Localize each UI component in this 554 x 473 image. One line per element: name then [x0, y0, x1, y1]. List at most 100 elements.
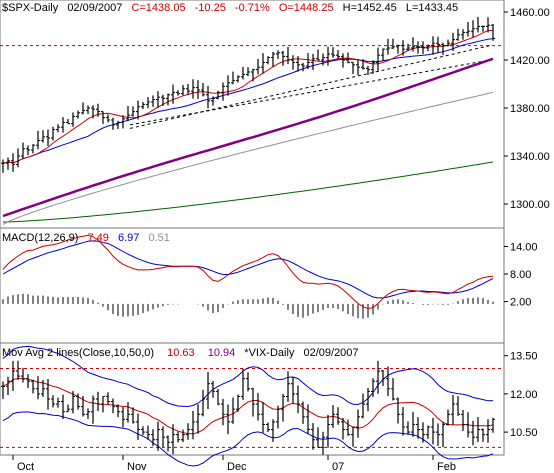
spx-bar	[446, 39, 450, 47]
vix-bar	[221, 398, 225, 426]
spx-bar	[316, 49, 320, 61]
vix-bar	[296, 385, 300, 414]
spx-bar	[301, 62, 305, 72]
change-label: -10.25	[195, 2, 226, 14]
ma-green-line	[2, 161, 494, 223]
vix-bar	[226, 404, 230, 435]
vix-bar	[336, 407, 340, 425]
vix-envelope-lower	[2, 411, 494, 467]
pct-label: -0.71%	[235, 2, 270, 14]
x-axis: Oct Nov Dec 07 Feb	[12, 455, 456, 473]
vix-bar	[126, 402, 130, 423]
spx-bar	[246, 67, 250, 77]
spx-bar	[421, 41, 425, 55]
spx-bar	[391, 38, 395, 50]
vix-tick-label: 12.00	[510, 389, 538, 401]
vix-bar	[116, 404, 120, 418]
spx-bar	[46, 129, 50, 147]
vix-bar	[471, 420, 475, 446]
x-tick-label: Feb	[437, 461, 456, 473]
vix-bar	[466, 412, 470, 438]
vix-bar	[361, 393, 365, 419]
signal-value: 6.97	[118, 232, 139, 244]
vix-bar	[461, 409, 465, 431]
vix-bar	[356, 409, 360, 438]
vix-bar	[196, 404, 200, 434]
vix-bar	[451, 394, 455, 425]
spx-bar	[211, 96, 215, 106]
vix-bar	[236, 394, 240, 412]
macd-tick-label: 8.00	[510, 269, 531, 281]
spx-bar	[441, 42, 445, 56]
spx-bar	[486, 17, 490, 33]
spx-bar	[136, 100, 140, 120]
spx-bar	[166, 93, 170, 106]
spx-bar	[406, 43, 410, 52]
spx-bar	[281, 50, 285, 66]
spx-bar	[341, 53, 345, 68]
price-tick-label: 1420.00	[510, 55, 550, 67]
high-label: H=1452.45	[343, 2, 397, 14]
spx-bar	[61, 117, 65, 133]
spx-bar	[431, 36, 435, 55]
vix-bar	[61, 394, 65, 419]
spx-bar	[191, 79, 195, 99]
vix-bar	[151, 429, 155, 447]
ma10-value: 10.63	[167, 347, 195, 359]
spx-bar	[271, 51, 275, 67]
vix-bar	[266, 422, 270, 433]
vix-bar	[276, 405, 280, 429]
vix-bar	[106, 392, 110, 405]
vix-bar	[421, 422, 425, 443]
spx-bar	[36, 130, 40, 150]
vix-bar	[436, 423, 440, 446]
macd-tick-label: 14.00	[510, 241, 538, 253]
x-tick-label: Nov	[127, 461, 147, 473]
vix-bar	[96, 391, 100, 412]
vix-bar	[66, 404, 70, 413]
vix-bar	[261, 401, 265, 433]
x-tick-label: Oct	[17, 461, 34, 473]
vix-bar	[31, 379, 35, 394]
vix-bar	[321, 431, 325, 455]
spx-bar	[96, 103, 100, 117]
vix-bar	[81, 395, 85, 417]
vix-bar	[456, 396, 460, 416]
spx-bar	[371, 60, 375, 74]
spx-bar	[331, 47, 335, 58]
spx-bar	[106, 114, 110, 123]
vix-bar	[186, 423, 190, 440]
spx-bar	[411, 37, 415, 52]
vix-bar	[156, 421, 160, 451]
spx-bar	[226, 75, 230, 96]
spx-bar	[471, 20, 475, 38]
vix-bar	[366, 387, 370, 412]
spx-bar	[116, 120, 120, 129]
vix-bar	[141, 426, 145, 435]
vix-bar	[246, 372, 250, 392]
vix-bar	[216, 389, 220, 406]
vix-bar	[396, 397, 400, 424]
vix-moving-average	[2, 378, 494, 435]
spx-bar	[311, 53, 315, 70]
spx-bar	[221, 82, 225, 101]
spx-bar	[351, 61, 355, 74]
spx-bar	[276, 50, 280, 59]
vix-bar	[406, 421, 410, 435]
vix-bar	[101, 395, 105, 413]
low-label: L=1433.45	[406, 2, 458, 14]
vix-bar	[441, 421, 445, 448]
vix-bar	[346, 419, 350, 436]
price-tick-label: 1300.00	[510, 199, 550, 211]
vix-bar	[386, 366, 390, 397]
spx-bar	[401, 40, 405, 56]
spx-bar	[336, 49, 340, 59]
vix-bar	[431, 417, 435, 445]
spx-bar	[111, 117, 115, 130]
spx-bar	[21, 142, 25, 159]
vix-tick-label: 13.50	[510, 351, 538, 363]
vix-bar	[486, 419, 490, 443]
vix-bar	[376, 360, 380, 394]
spx-bar	[81, 102, 85, 115]
vix-bar	[381, 369, 385, 386]
